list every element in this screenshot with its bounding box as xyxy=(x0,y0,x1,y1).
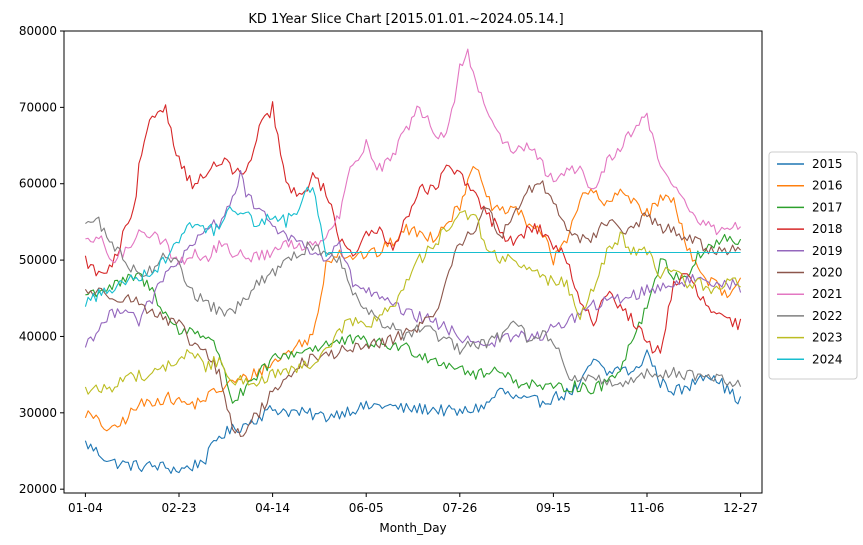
series-line-2016 xyxy=(84,165,742,432)
series-line-2015 xyxy=(84,349,742,474)
y-tick-label: 30000 xyxy=(19,406,57,420)
series-line-2021 xyxy=(85,48,741,266)
series-line-2020 xyxy=(84,180,742,438)
x-axis-label: Month_Day xyxy=(379,521,446,535)
series-line-2023 xyxy=(84,210,741,395)
series-line-2018 xyxy=(84,101,742,354)
plot-lines xyxy=(84,48,742,474)
legend-label-2017: 2017 xyxy=(812,200,843,214)
legend-label-2020: 2020 xyxy=(812,266,843,280)
series-line-2024 xyxy=(84,186,741,307)
legend-label-2021: 2021 xyxy=(812,287,843,301)
x-tick-label: 07-26 xyxy=(442,501,477,515)
plot-frame xyxy=(63,30,763,494)
series-line-2022 xyxy=(85,216,742,388)
legend-label-2016: 2016 xyxy=(812,179,843,193)
legend-label-2018: 2018 xyxy=(812,222,843,236)
y-tick-label: 20000 xyxy=(19,482,57,496)
series-line-2019 xyxy=(84,169,742,348)
x-tick-label: 12-27 xyxy=(723,501,758,515)
legend-label-2023: 2023 xyxy=(812,331,843,345)
legend: 2015 2016 2017 2018 2019 2020 2021 2022 2023 2024 xyxy=(768,151,858,380)
chart-title: KD 1Year Slice Chart [2015.01.01.~2024.0… xyxy=(248,12,563,27)
x-tick-label: 11-06 xyxy=(630,501,665,515)
legend-label-2015: 2015 xyxy=(812,157,843,171)
legend-label-2019: 2019 xyxy=(812,244,843,258)
x-tick-label: 02-23 xyxy=(162,501,197,515)
y-axis: 20000 30000 40000 50000 60000 70000 80000 xyxy=(19,24,64,496)
series-line-2017 xyxy=(85,233,742,404)
x-tick-label: 04-14 xyxy=(255,501,290,515)
x-axis: 01-04 02-23 04-14 06-05 07-26 09-15 11-06 12-27 xyxy=(68,493,758,515)
x-tick-label: 06-05 xyxy=(349,501,384,515)
y-tick-label: 40000 xyxy=(19,329,57,343)
y-tick-label: 80000 xyxy=(19,24,57,38)
legend-box xyxy=(768,151,858,380)
legend-label-2022: 2022 xyxy=(812,309,843,323)
x-tick-label: 01-04 xyxy=(68,501,103,515)
x-tick-label: 09-15 xyxy=(536,501,571,515)
y-tick-label: 60000 xyxy=(19,177,57,191)
legend-label-2024: 2024 xyxy=(812,352,843,366)
y-tick-label: 50000 xyxy=(19,253,57,267)
y-tick-label: 70000 xyxy=(19,100,57,114)
